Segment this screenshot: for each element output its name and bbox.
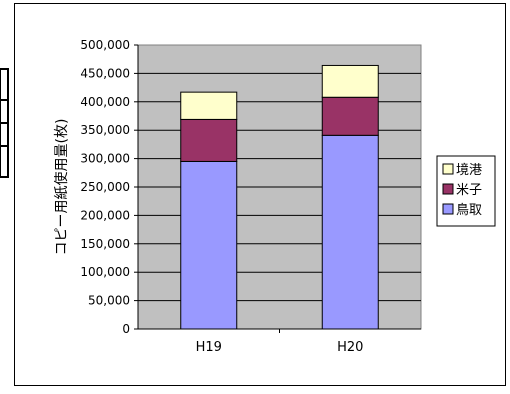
x-tick-labels: H19 H20 [196,340,364,355]
clipped-left-box [0,68,9,178]
y-tick-label: 500,000 [80,38,130,52]
bar-segment [321,64,379,98]
legend-label: 米子 [456,183,482,198]
y-tick-label: 450,000 [80,66,130,80]
legend-label: 鳥取 [456,203,482,218]
bar-segment [180,118,238,162]
bar-segment [321,96,379,136]
bar-segment [180,91,238,120]
y-tick-label: 250,000 [80,180,130,194]
y-tick-labels: 0 50,000 100,000 150,000 200,000 250,000 300,0… [80,38,130,336]
y-tick-label: 350,000 [80,123,130,137]
bars [180,64,379,330]
y-tick-label: 150,000 [80,237,130,251]
bar-segment [321,134,379,330]
y-tick-label: 300,000 [80,152,130,166]
x-tick-label: H20 [337,340,363,355]
legend-swatch [442,163,454,175]
y-tick-label: 100,000 [80,265,130,279]
x-tick-label: H19 [196,340,222,355]
legend-swatch [442,183,454,195]
y-tick-label: 50,000 [88,294,130,308]
y-tick-label: 400,000 [80,95,130,109]
legend-swatch [442,203,454,215]
bar-segment [180,160,238,330]
legend-label: 境港 [456,163,482,178]
y-axis-label: コピー用紙使用量(枚) [53,119,70,256]
y-tick-label: 0 [122,322,130,336]
y-tick-label: 200,000 [80,208,130,222]
